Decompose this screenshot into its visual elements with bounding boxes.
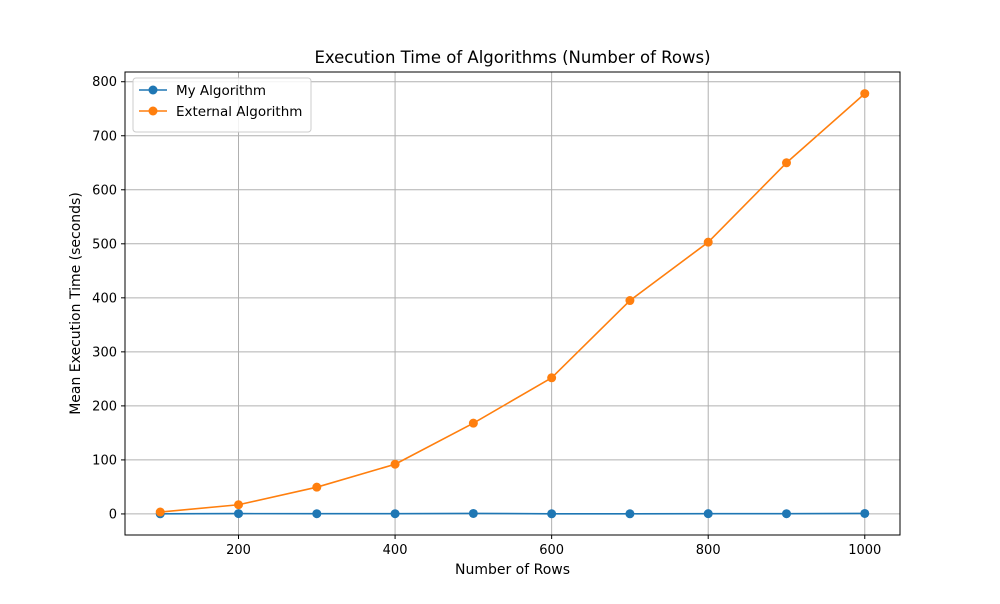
y-tick-label: 200 <box>92 399 117 414</box>
legend-marker-my-algorithm <box>149 86 158 95</box>
legend-marker-external-algorithm <box>149 107 158 116</box>
x-tick-label: 1000 <box>848 543 881 558</box>
data-point-my-algorithm <box>860 509 869 518</box>
legend-label-external-algorithm: External Algorithm <box>176 104 302 120</box>
data-point-my-algorithm <box>625 509 634 518</box>
data-point-external-algorithm <box>234 500 243 509</box>
y-tick-label: 300 <box>92 345 117 360</box>
data-point-external-algorithm <box>156 508 165 517</box>
data-point-my-algorithm <box>312 509 321 518</box>
legend-label-my-algorithm: My Algorithm <box>176 83 266 99</box>
x-tick-label: 200 <box>226 543 251 558</box>
data-point-external-algorithm <box>469 419 478 428</box>
data-point-my-algorithm <box>469 509 478 518</box>
x-axis-label: Number of Rows <box>455 562 570 578</box>
data-point-my-algorithm <box>391 509 400 518</box>
data-point-my-algorithm <box>704 509 713 518</box>
y-tick-label: 100 <box>92 453 117 468</box>
data-point-external-algorithm <box>625 296 634 305</box>
y-tick-label: 500 <box>92 237 117 252</box>
data-point-my-algorithm <box>782 509 791 518</box>
x-tick-label: 800 <box>696 543 721 558</box>
y-tick-label: 700 <box>92 129 117 144</box>
data-point-my-algorithm <box>234 509 243 518</box>
y-tick-label: 400 <box>92 291 117 306</box>
data-point-external-algorithm <box>860 89 869 98</box>
data-point-external-algorithm <box>782 158 791 167</box>
x-tick-label: 600 <box>539 543 564 558</box>
x-tick-label: 400 <box>383 543 408 558</box>
y-tick-label: 800 <box>92 75 117 90</box>
y-axis-label: Mean Execution Time (seconds) <box>68 192 84 415</box>
data-point-my-algorithm <box>547 509 556 518</box>
data-point-external-algorithm <box>704 238 713 247</box>
chart-title: Execution Time of Algorithms (Number of … <box>314 48 710 67</box>
data-point-external-algorithm <box>391 460 400 469</box>
y-tick-label: 600 <box>92 183 117 198</box>
legend: My Algorithm External Algorithm <box>133 78 311 132</box>
data-point-external-algorithm <box>547 373 556 382</box>
data-point-external-algorithm <box>312 483 321 492</box>
y-tick-label: 0 <box>109 507 117 522</box>
